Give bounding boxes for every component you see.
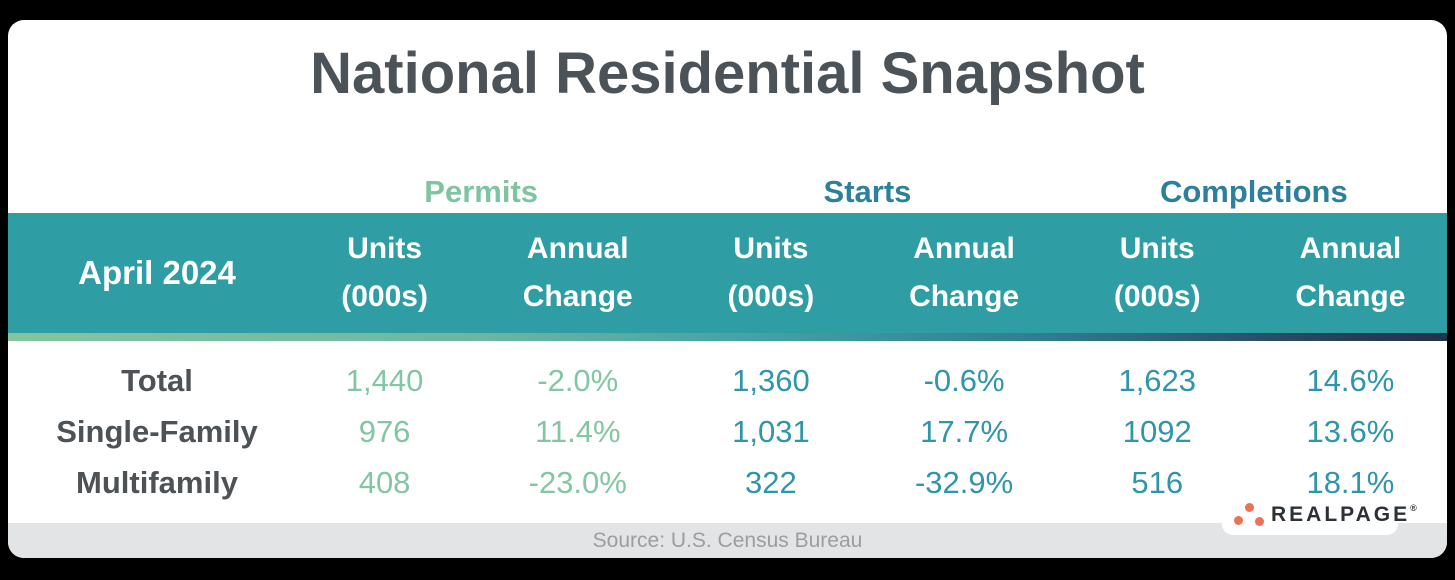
realpage-dots-icon (1234, 502, 1264, 527)
sf-permits-units: 976 (358, 413, 411, 449)
starts-units-header: Units (000s) (674, 225, 867, 321)
units-header-line2: (000s) (727, 280, 815, 313)
gradient-divider (8, 333, 1447, 341)
total-starts-change: -0.6% (923, 362, 1005, 398)
sf-completions-units: 1092 (1122, 413, 1192, 449)
units-header-line1: Units (1119, 232, 1195, 265)
permits-units-header: Units (000s) (288, 225, 481, 321)
row-label: Total (121, 362, 193, 398)
table-row-single-family: Single-Family 976 11.4% 1,031 17.7% 1092… (8, 406, 1447, 457)
sf-permits-change: 11.4% (534, 413, 621, 449)
total-permits-units: 1,440 (345, 362, 424, 398)
source-attribution: Source: U.S. Census Bureau (592, 528, 863, 552)
units-header-line2: (000s) (341, 280, 428, 313)
units-header-line1: Units (347, 232, 423, 265)
row-label: Single-Family (56, 413, 258, 449)
sf-completions-change: 13.6% (1306, 413, 1395, 449)
snapshot-card: National Residential Snapshot Permits St… (8, 20, 1447, 558)
group-header-permits: Permits (424, 173, 539, 209)
mf-completions-change: 18.1% (1306, 464, 1395, 500)
annual-header-line2: Change (522, 280, 633, 313)
period-label: April 2024 (78, 254, 236, 291)
logo-dot (1234, 515, 1243, 525)
table-row-multifamily: Multifamily 408 -23.0% 322 -32.9% 516 18… (8, 457, 1447, 508)
permits-annual-header: Annual Change (481, 225, 674, 321)
total-starts-units: 1,360 (732, 362, 810, 398)
group-header-starts: Starts (823, 173, 912, 209)
units-header-line1: Units (733, 232, 809, 265)
total-permits-change: -2.0% (537, 362, 619, 398)
realpage-logo: REALPAGE® (1222, 494, 1417, 535)
title-row: National Residential Snapshot (8, 20, 1447, 170)
column-group-header-row: Permits Starts Completions (8, 170, 1447, 213)
annual-header-line1: Annual (913, 232, 1015, 265)
mf-starts-change: -32.9% (914, 464, 1014, 500)
table-row-total: Total 1,440 -2.0% 1,360 -0.6% 1,623 14.6… (8, 355, 1447, 406)
annual-header-line2: Change (909, 280, 1020, 313)
page-title: National Residential Snapshot (310, 41, 1145, 106)
realpage-wordmark: REALPAGE® (1271, 503, 1417, 527)
completions-annual-header: Annual Change (1254, 225, 1447, 321)
source-footer-bar: Source: U.S. Census Bureau (8, 523, 1447, 558)
annual-header-line2: Change (1295, 280, 1406, 313)
row-label: Multifamily (76, 464, 238, 500)
table-header-band: April 2024 Units (000s) Annual Change Un… (8, 213, 1447, 333)
table-body: Total 1,440 -2.0% 1,360 -0.6% 1,623 14.6… (8, 341, 1447, 508)
logo-text-main: REALPAGE (1271, 502, 1411, 526)
mf-starts-units: 322 (745, 464, 797, 500)
total-completions-change: 14.6% (1306, 362, 1395, 398)
annual-header-line1: Annual (1299, 232, 1402, 265)
starts-annual-header: Annual Change (868, 225, 1061, 321)
group-header-completions: Completions (1159, 173, 1348, 209)
sf-starts-change: 17.7% (920, 413, 1009, 449)
mf-permits-units: 408 (358, 464, 411, 500)
sf-starts-units: 1,031 (732, 413, 810, 449)
completions-units-header: Units (000s) (1061, 225, 1254, 321)
total-completions-units: 1,623 (1118, 362, 1197, 398)
mf-completions-units: 516 (1131, 464, 1184, 500)
logo-dot (1255, 516, 1264, 526)
mf-permits-change: -23.0% (528, 464, 627, 500)
trademark-mark: ® (1410, 502, 1417, 513)
annual-header-line1: Annual (526, 232, 629, 265)
logo-dot (1245, 502, 1254, 512)
units-header-line2: (000s) (1113, 280, 1201, 313)
